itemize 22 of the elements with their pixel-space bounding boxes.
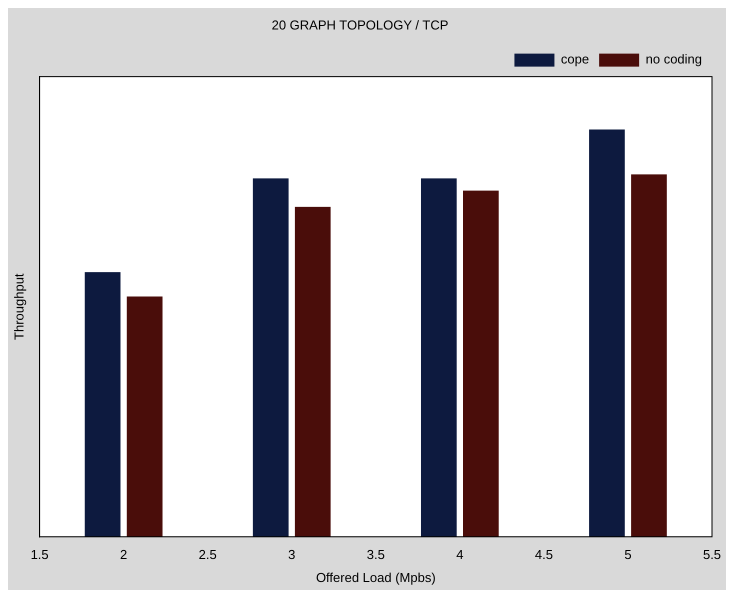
- x-tick-label: 2.5: [198, 547, 217, 562]
- legend-label: no coding: [646, 52, 702, 67]
- bar: [463, 190, 499, 537]
- bar: [589, 130, 625, 537]
- x-axis-title: Offered Load (Mpbs): [316, 570, 436, 585]
- bar: [294, 206, 331, 537]
- bar: [84, 272, 120, 537]
- x-tick-label: 3: [288, 547, 296, 562]
- x-tick-label: 2: [120, 547, 128, 562]
- bar: [631, 174, 667, 537]
- y-axis-title: Throughput: [11, 273, 26, 340]
- x-tick-label: 5: [624, 547, 632, 562]
- bar: [420, 178, 457, 537]
- legend-label: cope: [560, 52, 590, 67]
- bar: [126, 296, 163, 537]
- x-tick-label: 5.5: [702, 547, 722, 562]
- x-tick-label: 4: [456, 547, 464, 562]
- x-tick-label: 1.5: [30, 547, 49, 562]
- chart-title: 20 GRAPH TOPOLOGY / TCP: [272, 17, 448, 32]
- x-tick-label: 4.5: [534, 547, 553, 562]
- x-tick-label: 3.5: [366, 547, 385, 562]
- bar: [252, 178, 289, 537]
